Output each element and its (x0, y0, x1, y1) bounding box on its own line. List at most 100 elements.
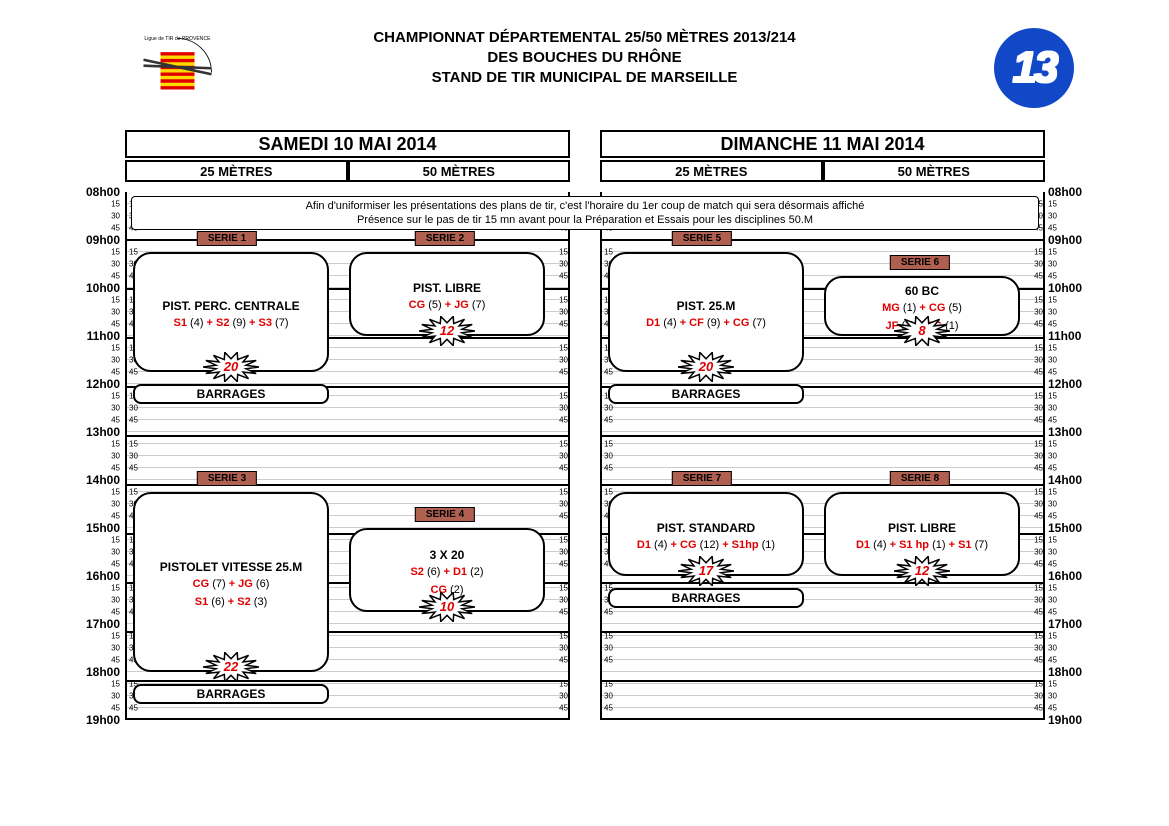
minute-label: 45 (111, 464, 120, 473)
event-box: PISTOLET VITESSE 25.MCG (7) + JG (6)S1 (… (133, 492, 329, 672)
minute-label: 30 (111, 452, 120, 461)
minute-label: 15 (1034, 392, 1043, 401)
serie-tag: SERIE 4 (415, 507, 475, 522)
hour-label: 15h00 (86, 521, 120, 535)
event-detail-part: (1) (929, 539, 949, 551)
event-detail-part: (7) (272, 317, 289, 329)
minute-label: 45 (559, 320, 568, 329)
barrage-box: BARRAGES (608, 588, 804, 608)
minute-label: 30 (1048, 692, 1057, 701)
minute-label: 30 (1048, 356, 1057, 365)
minute-label: 30 (111, 308, 120, 317)
event-detail-part: (12) (697, 539, 723, 551)
event-detail-part: D1 (646, 317, 660, 329)
minute-label: 45 (604, 464, 613, 473)
event-detail-part: + JG (445, 299, 469, 311)
minute-label: 45 (129, 704, 138, 713)
page-header: CHAMPIONNAT DÉPARTEMENTAL 25/50 MÈTRES 2… (0, 28, 1169, 88)
event-detail-part: CG (409, 299, 426, 311)
minute-label: 45 (111, 416, 120, 425)
minute-label: 30 (604, 452, 613, 461)
minute-label: 30 (111, 644, 120, 653)
event-detail-row: CG (7) + JG (6) (135, 577, 327, 592)
minute-label: 45 (111, 608, 120, 617)
event-detail-part: (7) (209, 578, 229, 590)
minute-label: 30 (1034, 500, 1043, 509)
minute-label: 30 (559, 452, 568, 461)
time-axis: 08h0015304509h0015304510h0015304511h0015… (1048, 0, 1088, 800)
burst-number: 10 (440, 599, 454, 614)
event-title: 3 X 20 (351, 548, 543, 562)
hour-label: 11h00 (87, 329, 120, 343)
event-title: PIST. 25.M (610, 299, 802, 313)
event-detail-row: D1 (4) + CG (12) + S1hp (1) (610, 538, 802, 553)
minute-label: 45 (1048, 320, 1057, 329)
minute-label: 45 (559, 464, 568, 473)
minute-label: 30 (559, 404, 568, 413)
minute-label: 45 (1048, 272, 1057, 281)
header-line-1: CHAMPIONNAT DÉPARTEMENTAL 25/50 MÈTRES 2… (0, 28, 1169, 48)
minute-label: 15 (559, 296, 568, 305)
minute-label: 15 (559, 440, 568, 449)
hour-label: 14h00 (1048, 473, 1082, 487)
minute-label: 30 (111, 404, 120, 413)
minute-label: 30 (559, 644, 568, 653)
event-detail-part: (4) (187, 317, 207, 329)
minute-label: 45 (111, 512, 120, 521)
burst-badge: 12 (419, 316, 475, 346)
minute-label: 15 (1048, 248, 1057, 257)
minute-label: 30 (1048, 548, 1057, 557)
event-title: PIST. LIBRE (826, 521, 1018, 535)
minute-label: 30 (1034, 308, 1043, 317)
minute-label: 30 (604, 644, 613, 653)
minute-label: 45 (111, 656, 120, 665)
minute-label: 30 (1048, 452, 1057, 461)
minute-label: 15 (111, 200, 120, 209)
event-detail-part: + CG (919, 302, 945, 314)
minute-label: 30 (1048, 308, 1057, 317)
event-detail-part: + D1 (443, 566, 467, 578)
burst-number: 20 (224, 359, 238, 374)
event-detail-part: (7) (469, 299, 486, 311)
event-detail-part: + S2 (207, 317, 230, 329)
event-box: 3 X 20S2 (6) + D1 (2)CG (2)10 (349, 528, 545, 612)
hour-label: 16h00 (1048, 569, 1082, 583)
hour-label: 17h00 (86, 617, 120, 631)
hour-label: 17h00 (1048, 617, 1082, 631)
hour-label: 18h00 (1048, 665, 1082, 679)
time-axis-inner: 1530451530451530451530451530451530451530… (550, 0, 568, 800)
minute-label: 15 (1034, 440, 1043, 449)
minute-label: 30 (1034, 692, 1043, 701)
minute-label: 45 (1048, 416, 1057, 425)
minute-label: 30 (559, 308, 568, 317)
event-title: PIST. PERC. CENTRALE (135, 299, 327, 313)
event-detail-part: (2) (467, 566, 484, 578)
burst-badge: 17 (678, 556, 734, 586)
minute-label: 30 (1034, 548, 1043, 557)
event-detail-row: D1 (4) + S1 hp (1) + S1 (7) (826, 538, 1018, 553)
minute-label: 45 (111, 272, 120, 281)
event-box: 60 BCMG (1) + CG (5)JF (1) + JG (1)8 (824, 276, 1020, 336)
burst-badge: 20 (678, 352, 734, 382)
minute-label: 30 (1048, 260, 1057, 269)
event-detail-part: + JG (229, 578, 253, 590)
minute-label: 45 (1048, 464, 1057, 473)
minute-label: 15 (559, 392, 568, 401)
event-detail-part: (5) (945, 302, 962, 314)
hour-label: 15h00 (1048, 521, 1082, 535)
hour-label: 09h00 (86, 233, 120, 247)
event-box: PIST. 25.MD1 (4) + CF (9) + CG (7)20 (608, 252, 804, 372)
event-detail-part: CG (193, 578, 210, 590)
event-detail-part: (5) (425, 299, 445, 311)
minute-label: 30 (1048, 644, 1057, 653)
event-title: PIST. LIBRE (351, 281, 543, 295)
hour-label: 18h00 (86, 665, 120, 679)
hour-label: 16h00 (86, 569, 120, 583)
minute-label: 15 (129, 248, 138, 257)
notice-line: Présence sur le pas de tir 15 mn avant p… (138, 213, 1032, 227)
minute-label: 45 (111, 704, 120, 713)
minute-label: 30 (559, 596, 568, 605)
hour-label: 10h00 (86, 281, 120, 295)
event-detail-part: + S1hp (722, 539, 758, 551)
minute-label: 15 (559, 680, 568, 689)
